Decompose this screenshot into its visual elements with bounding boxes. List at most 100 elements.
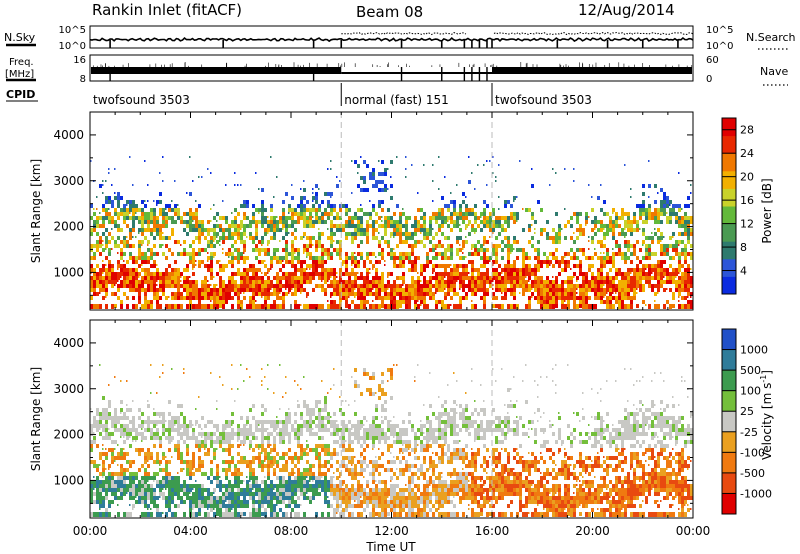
power-cell — [237, 292, 240, 296]
power-cell — [630, 300, 633, 304]
power-cell — [492, 252, 495, 256]
power-heatmap — [90, 112, 693, 310]
velocity-speck — [153, 408, 155, 410]
power-near-cell — [588, 304, 591, 309]
power-cell — [198, 248, 201, 252]
power-cell — [459, 216, 462, 220]
velocity-cell — [315, 484, 318, 488]
power-cell — [309, 236, 312, 240]
power-cell — [213, 288, 216, 292]
power-speck — [156, 204, 158, 206]
power-cell — [531, 244, 534, 248]
power-cell — [546, 256, 549, 260]
velocity-cell — [240, 456, 243, 460]
power-cell — [582, 292, 585, 296]
power-cell — [357, 252, 360, 256]
power-cell — [429, 292, 432, 296]
velocity-cell — [165, 428, 168, 432]
power-cell — [405, 296, 408, 300]
power-speck — [270, 156, 272, 158]
velocity-speck — [177, 472, 179, 474]
velocity-cell — [249, 488, 252, 492]
power-cell — [198, 204, 201, 208]
power-cell — [105, 280, 108, 284]
velocity-cell — [237, 488, 240, 492]
velocity-cell — [261, 460, 264, 464]
power-speck — [483, 164, 485, 166]
power-cell — [345, 292, 348, 296]
power-cell — [225, 236, 228, 240]
velocity-cell — [105, 508, 108, 512]
power-cell — [123, 280, 126, 284]
power-cell — [165, 204, 168, 208]
velocity-cell — [270, 480, 273, 484]
power-cell — [273, 256, 276, 260]
velocity-cell — [309, 500, 312, 504]
power-cell — [363, 280, 366, 284]
velocity-cell — [222, 448, 225, 452]
power-cell — [411, 268, 414, 272]
power-cell — [273, 216, 276, 220]
power-cell — [675, 284, 678, 288]
power-cell — [96, 292, 99, 296]
power-near-cell — [669, 304, 672, 309]
power-cell — [468, 208, 471, 212]
power-near-cell — [240, 304, 243, 309]
velocity-cell — [267, 436, 270, 440]
power-cell — [444, 236, 447, 240]
power-cell — [300, 208, 303, 212]
power-cell — [600, 272, 603, 276]
velocity-cell — [117, 472, 120, 476]
power-cell — [396, 224, 399, 228]
velocity-cell — [270, 492, 273, 496]
velocity-cell — [291, 484, 294, 488]
power-cell — [183, 240, 186, 244]
power-cell — [156, 252, 159, 256]
power-cell — [273, 292, 276, 296]
power-cell — [141, 212, 144, 216]
velocity-cell — [180, 488, 183, 492]
power-cell — [96, 272, 99, 276]
velocity-speck — [309, 480, 311, 482]
velocity-cell — [168, 432, 171, 436]
velocity-cell — [324, 452, 327, 456]
velocity-cell — [237, 480, 240, 484]
power-cell — [504, 236, 507, 240]
power-cell — [252, 272, 255, 276]
velocity-cell — [126, 484, 129, 488]
velocity-speck — [165, 456, 167, 458]
power-cell — [579, 212, 582, 216]
velocity-cell — [282, 436, 285, 440]
power-cell — [564, 260, 567, 264]
power-speck — [348, 296, 350, 298]
velocity-cell — [225, 432, 228, 436]
power-cell — [321, 248, 324, 252]
velocity-cell — [171, 420, 174, 424]
power-cell — [378, 276, 381, 280]
power-cell — [129, 228, 132, 232]
power-cell — [459, 280, 462, 284]
power-cell — [675, 216, 678, 220]
velocity-cell — [252, 472, 255, 476]
power-speck — [189, 156, 191, 158]
power-speck — [333, 240, 335, 242]
power-speck — [432, 164, 434, 166]
power-cell — [519, 268, 522, 272]
power-cell — [333, 284, 336, 288]
velocity-cell — [207, 452, 210, 456]
power-cell — [579, 304, 582, 308]
power-cell — [534, 268, 537, 272]
velocity-cell — [165, 464, 168, 468]
power-near-cell — [135, 304, 138, 309]
power-cell — [165, 236, 168, 240]
power-near-cell — [561, 304, 564, 309]
power-cell — [369, 176, 372, 180]
power-near-cell — [507, 304, 510, 309]
power-cell — [213, 252, 216, 256]
power-cell — [108, 276, 111, 280]
power-cell — [579, 248, 582, 252]
power-cell — [324, 208, 327, 212]
power-cell — [363, 180, 366, 184]
power-cell — [630, 224, 633, 228]
power-cell — [117, 200, 120, 204]
